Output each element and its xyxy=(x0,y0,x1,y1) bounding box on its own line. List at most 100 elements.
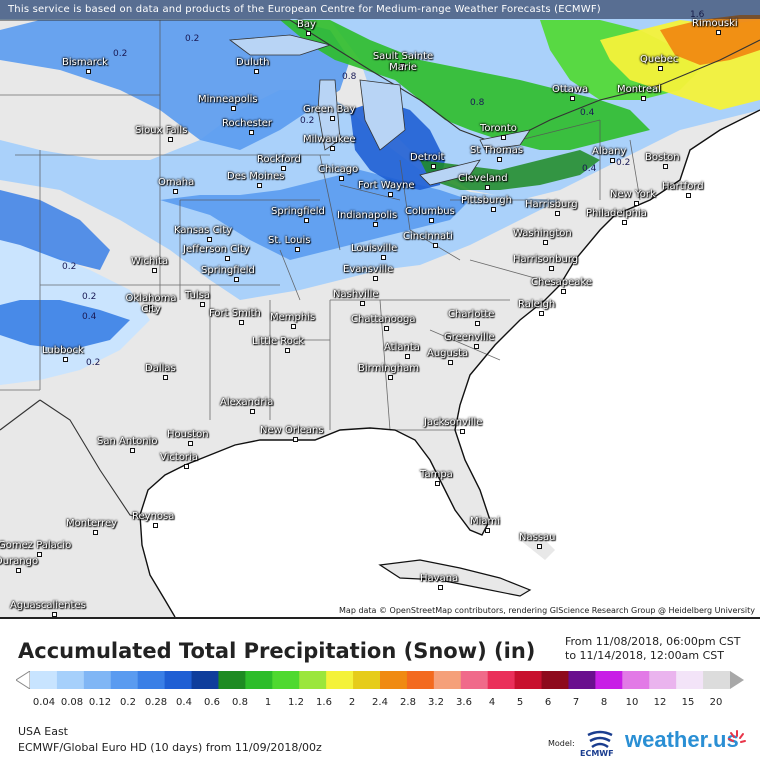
city-label: Springfield xyxy=(271,206,325,217)
city-label: Rockford xyxy=(257,154,301,165)
city-label: Detroit xyxy=(410,152,445,163)
weather-us-logo[interactable]: weather.us xyxy=(625,727,739,752)
region-label: USA East xyxy=(18,725,68,738)
colorbar-tick-label: 2.4 xyxy=(372,697,388,708)
city-marker xyxy=(254,69,259,74)
city-marker xyxy=(200,302,205,307)
cuba-coast xyxy=(378,559,532,597)
city-marker xyxy=(555,211,560,216)
precip-medium-blue-west xyxy=(0,190,110,270)
colorbar-tick-label: 3.6 xyxy=(456,697,472,708)
city-label: Chattanooga xyxy=(351,314,416,325)
city-marker xyxy=(686,193,691,198)
city-label: Augusta xyxy=(427,348,469,359)
city-marker xyxy=(448,360,453,365)
colorbar-tick-label: 0.12 xyxy=(88,697,112,708)
city-marker xyxy=(400,63,405,68)
city-marker xyxy=(438,585,443,590)
city-label: Memphis xyxy=(270,312,316,323)
contour-value-label: 0.2 xyxy=(113,49,128,59)
city-label: Kansas City xyxy=(174,225,233,236)
contour-value-label: 0.2 xyxy=(86,358,101,368)
city-label: Evansville xyxy=(343,264,394,275)
sun-rays-icon xyxy=(728,730,746,743)
city-marker xyxy=(501,135,506,140)
city-label: Gomez Palacio xyxy=(0,540,72,551)
city-label: Alexandria xyxy=(220,397,274,408)
city-label: Sault Sainte Marie xyxy=(372,51,434,73)
city-marker xyxy=(225,256,230,261)
city-marker xyxy=(250,409,255,414)
contour-value-label: 0.4 xyxy=(580,108,595,118)
city-label: Lubbock xyxy=(42,345,84,356)
city-marker xyxy=(460,429,465,434)
city-label: Reynosa xyxy=(132,511,175,522)
colorbar-tick-label: 1 xyxy=(264,697,272,708)
city-marker xyxy=(63,357,68,362)
city-marker xyxy=(433,243,438,248)
city-marker xyxy=(295,247,300,252)
state-borders xyxy=(0,20,641,431)
city-marker xyxy=(173,189,178,194)
colorbar-tick-label: 20 xyxy=(709,697,723,708)
city-marker xyxy=(306,31,311,36)
city-label: Cleveland xyxy=(458,173,508,184)
city-marker xyxy=(384,326,389,331)
ecmwf-notice-banner: This service is based on data and produc… xyxy=(0,0,760,19)
colorbar-segment xyxy=(164,671,193,689)
city-marker xyxy=(330,146,335,151)
city-label: Cincinnati xyxy=(403,231,453,242)
colorbar-tick-label: 1.6 xyxy=(316,697,332,708)
city-label: Bay xyxy=(297,19,316,30)
city-marker xyxy=(153,523,158,528)
colorbar-tick-label: 5 xyxy=(516,697,524,708)
city-label: Washington xyxy=(513,228,572,239)
colorbar-tick-label: 0.28 xyxy=(144,697,168,708)
time-range-to: to 11/14/2018, 12:00am CST xyxy=(565,649,724,662)
colorbar-tick-label: 0.04 xyxy=(32,697,56,708)
colorbar-tick-label: 1.2 xyxy=(288,697,304,708)
city-label: Milwaukee xyxy=(303,134,356,145)
colorbar-segment xyxy=(703,671,731,689)
city-label: Sioux Falls xyxy=(135,125,188,136)
city-marker xyxy=(86,69,91,74)
city-marker xyxy=(163,375,168,380)
city-marker xyxy=(381,255,386,260)
city-marker xyxy=(249,130,254,135)
city-label: Dallas xyxy=(145,363,176,374)
colorbar-tick-label: 10 xyxy=(625,697,639,708)
colorbar-tick-label: 0.08 xyxy=(60,697,84,708)
colorbar-tick-label: 2.8 xyxy=(400,697,416,708)
contour-value-label: 0.4 xyxy=(82,312,97,322)
colorbar-segment xyxy=(676,671,704,689)
city-marker xyxy=(485,528,490,533)
city-marker xyxy=(207,237,212,242)
city-marker xyxy=(285,348,290,353)
colorbar-segment xyxy=(487,671,516,689)
city-label: Columbus xyxy=(405,206,455,217)
city-label: Chicago xyxy=(318,164,359,175)
model-label: Model: xyxy=(548,739,575,748)
city-label: Fort Wayne xyxy=(358,180,415,191)
city-marker xyxy=(435,481,440,486)
city-marker xyxy=(429,218,434,223)
city-label: Duluth xyxy=(236,57,270,68)
city-label: Atlanta xyxy=(384,342,420,353)
city-marker xyxy=(641,96,646,101)
city-marker xyxy=(622,220,627,225)
city-marker xyxy=(188,441,193,446)
city-label: Montreal xyxy=(617,84,661,95)
city-marker xyxy=(293,437,298,442)
city-marker xyxy=(491,207,496,212)
city-marker xyxy=(405,354,410,359)
colorbar-tick-labels: 0.04 0.08 0.12 0.2 0.28 0.4 0.6 0.8 1 1.2 1.6 2 2.4 2… xyxy=(0,697,760,711)
city-label: Jacksonville xyxy=(424,417,483,428)
city-marker xyxy=(239,320,244,325)
city-label: Jefferson City xyxy=(183,244,250,255)
city-label: Harrisburg xyxy=(525,199,578,210)
city-marker xyxy=(339,176,344,181)
coastline xyxy=(139,109,760,617)
colorbar xyxy=(16,671,744,689)
city-label: Miami xyxy=(470,516,501,527)
city-marker xyxy=(93,530,98,535)
